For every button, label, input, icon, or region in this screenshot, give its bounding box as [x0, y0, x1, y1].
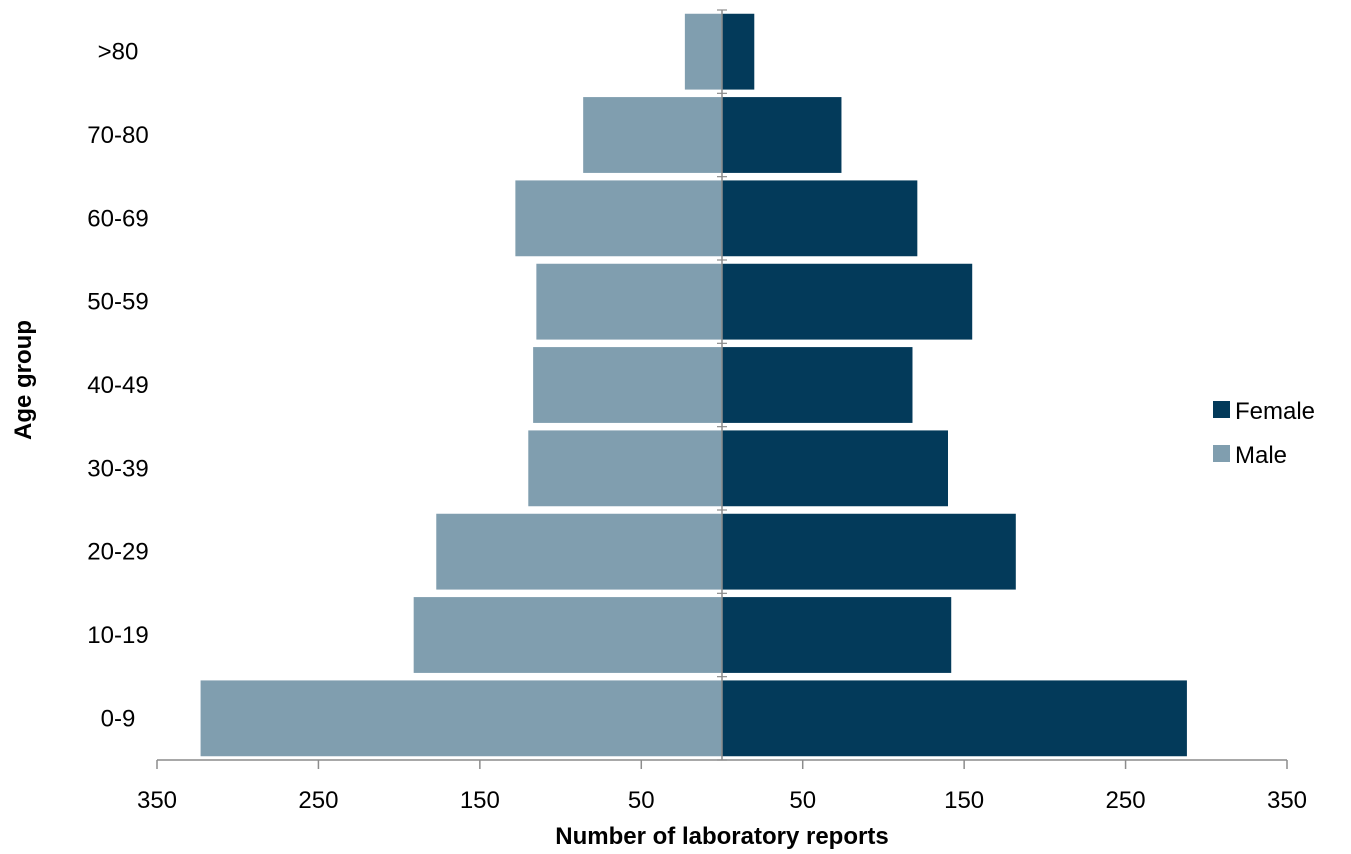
y-tick-label: >80 [98, 39, 139, 66]
x-tick-label: 150 [944, 787, 984, 814]
y-tick-label: 20-29 [87, 539, 148, 566]
bar-male-0-9 [200, 680, 723, 757]
bar-male-30-39 [528, 430, 722, 507]
y-tick-label: 70-80 [87, 122, 148, 149]
bar-female-50-59 [722, 263, 973, 340]
y-axis-title: Age group [10, 320, 37, 440]
y-tick-label: 0-9 [101, 705, 136, 732]
bar-female->80 [722, 13, 755, 90]
bar-male-40-49 [533, 347, 722, 423]
bar-male-10-19 [413, 597, 722, 673]
x-tick-label: 250 [298, 787, 338, 814]
bar-female-60-69 [722, 180, 918, 257]
bar-male-70-80 [583, 97, 722, 173]
legend-label-male: Male [1235, 442, 1287, 469]
bar-female-10-19 [722, 597, 952, 673]
x-tick-label: 150 [460, 787, 500, 814]
x-tick-label: 350 [1267, 787, 1307, 814]
x-tick-label: 250 [1106, 787, 1146, 814]
x-tick-labels: 350 250 150 50 50 150 250 350 [137, 787, 1307, 814]
y-tick-label: 10-19 [87, 622, 148, 649]
bar-male-50-59 [536, 263, 722, 340]
x-tick-label: 50 [789, 787, 816, 814]
bar-male->80 [684, 13, 722, 90]
y-tick-label: 30-39 [87, 455, 148, 482]
bar-female-0-9 [722, 680, 1187, 757]
axes-group [156, 9, 1288, 769]
y-tick-label: 60-69 [87, 205, 148, 232]
bar-male-20-29 [436, 513, 722, 590]
x-tick-label: 50 [628, 787, 655, 814]
bar-male-60-69 [515, 180, 722, 257]
bars-group [200, 13, 1187, 757]
x-tick-label: 350 [137, 787, 177, 814]
bar-female-20-29 [722, 513, 1016, 590]
bar-female-40-49 [722, 347, 913, 423]
y-tick-label: 40-49 [87, 372, 148, 399]
y-tick-labels: 0-9 10-19 20-29 30-39 40-49 50-59 60-69 70-80 >8… [87, 39, 148, 733]
legend-swatch-male [1213, 445, 1230, 462]
legend: Female Male [1213, 398, 1315, 469]
y-tick-label: 50-59 [87, 289, 148, 316]
bar-female-30-39 [722, 430, 948, 507]
legend-label-female: Female [1235, 398, 1315, 425]
x-axis-title: Number of laboratory reports [555, 823, 888, 850]
legend-swatch-female [1213, 401, 1230, 418]
bar-female-70-80 [722, 97, 842, 173]
